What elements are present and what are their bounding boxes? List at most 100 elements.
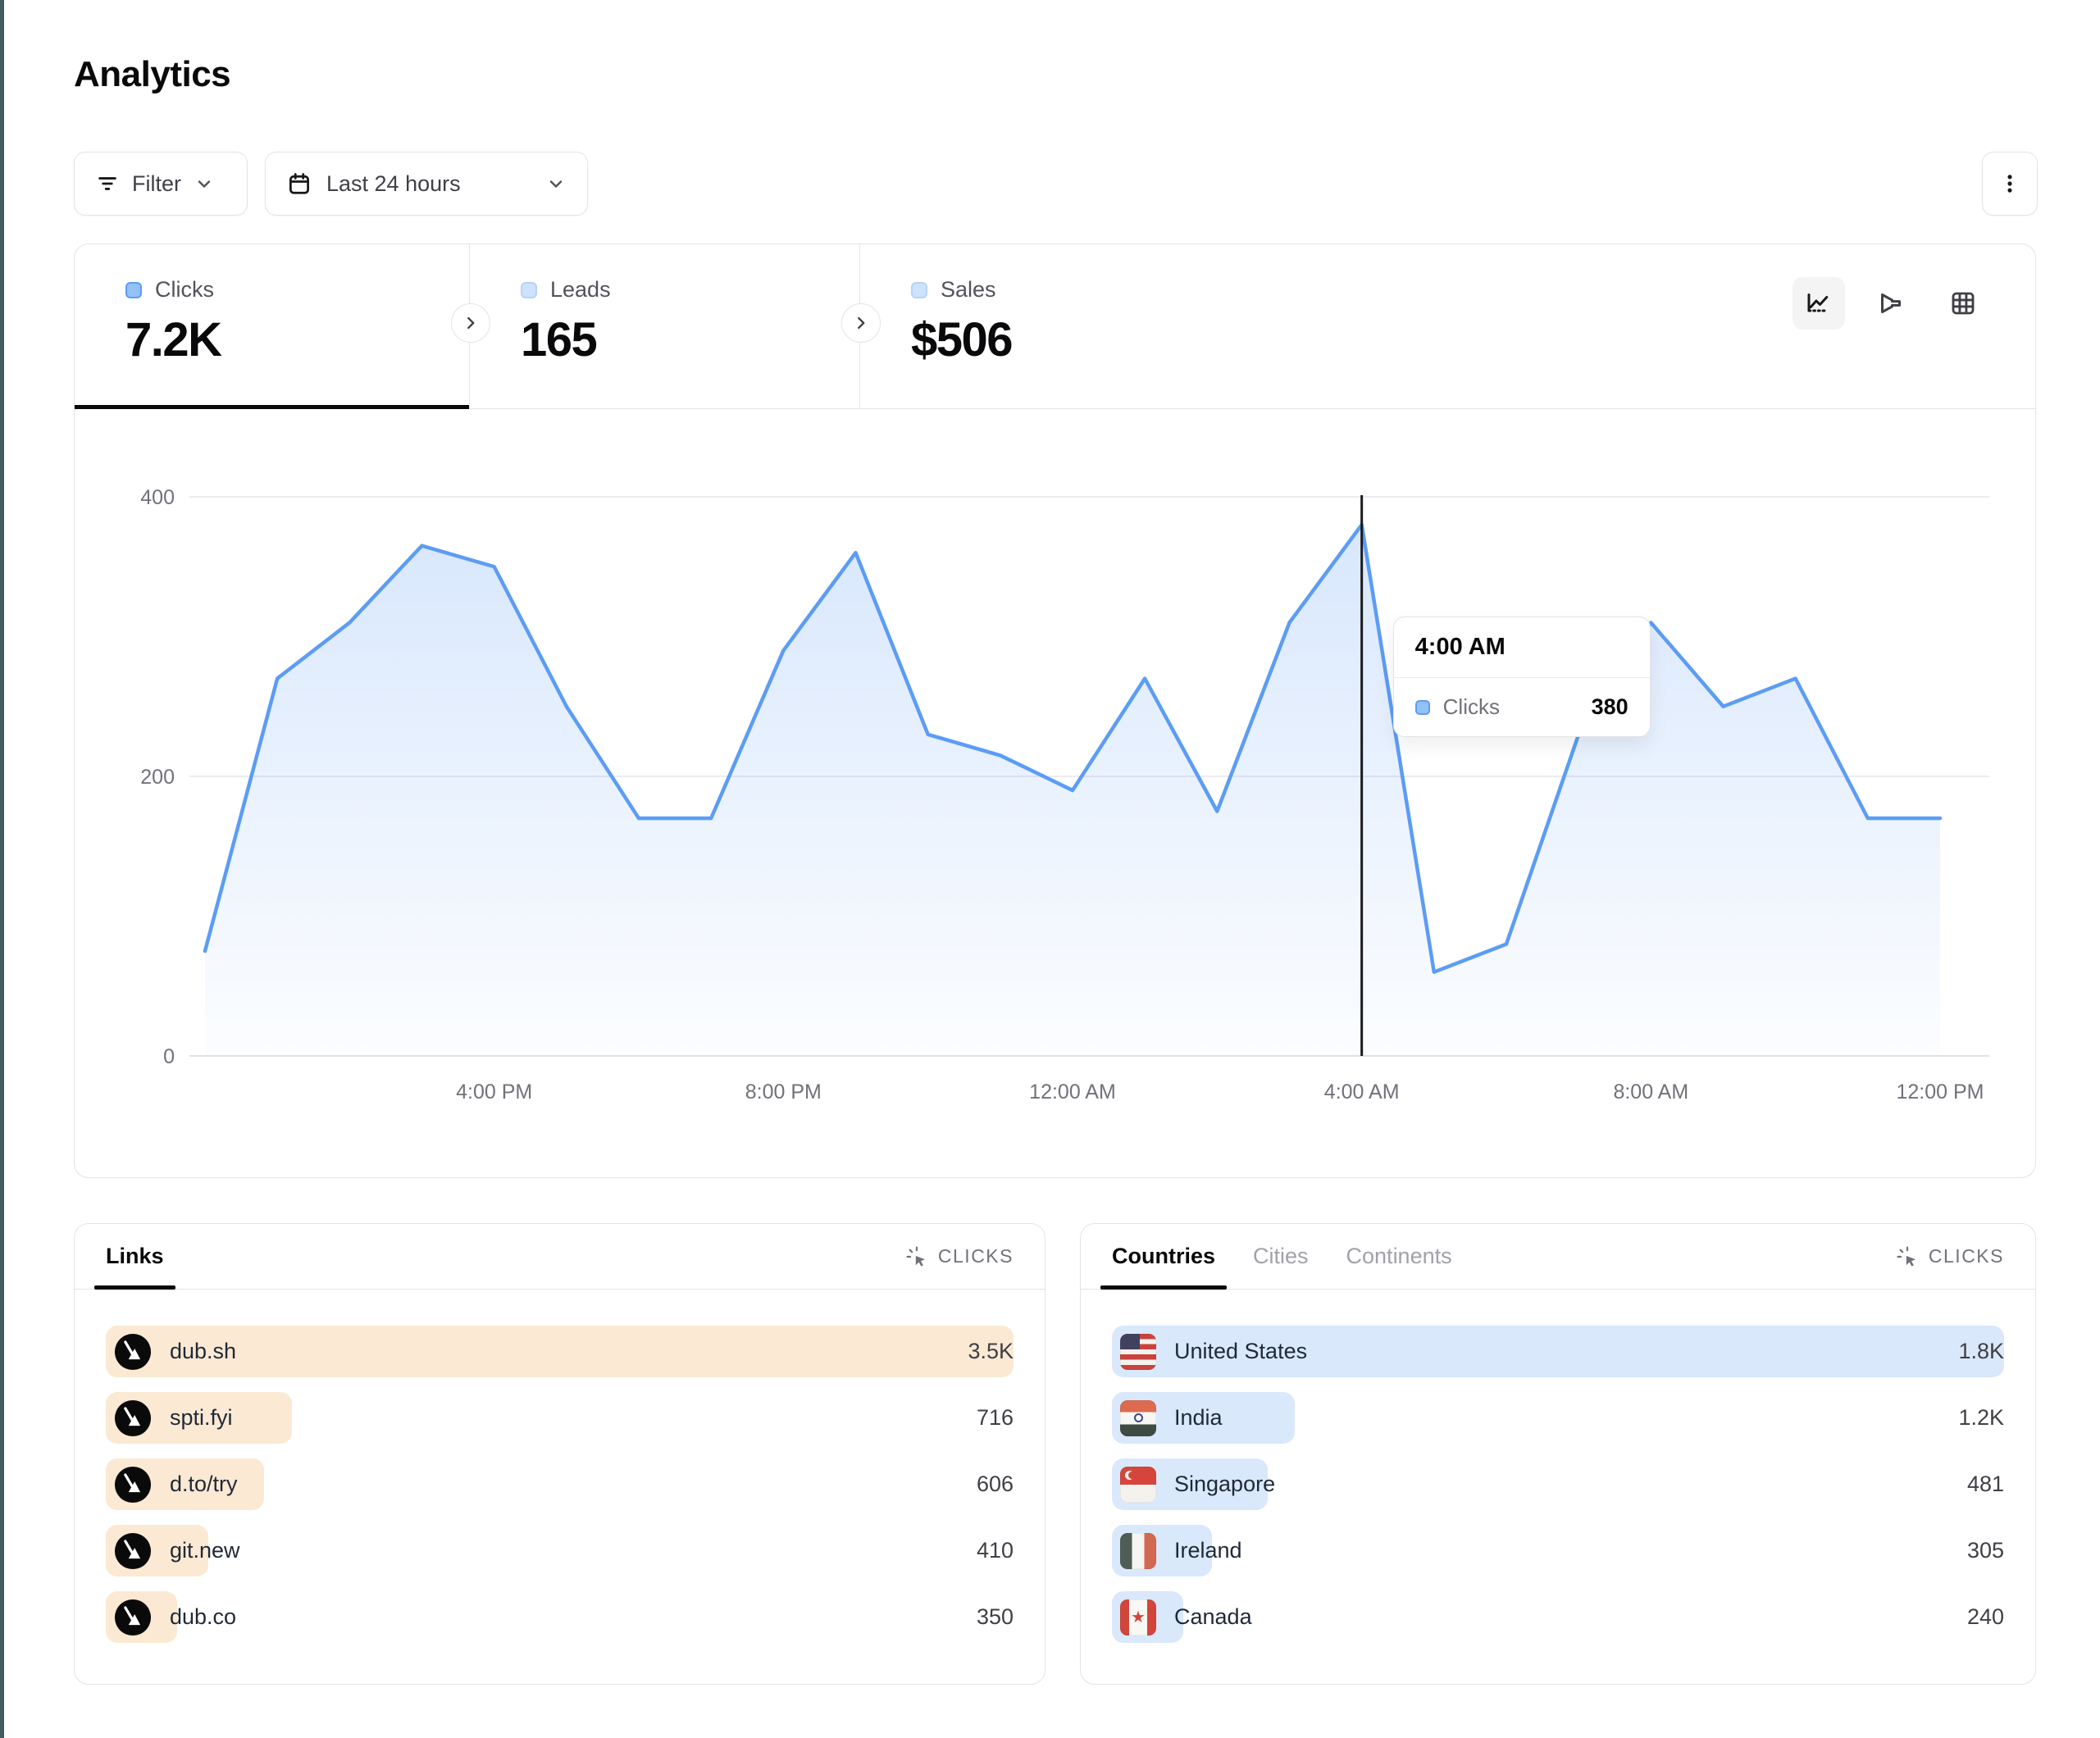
country-row-united-states[interactable]: United States 1.8K [1112, 1326, 2004, 1377]
row-label: India [1174, 1405, 1223, 1430]
grid-table-icon [1948, 289, 1978, 318]
link-row-spti-fyi[interactable]: spti.fyi 716 [106, 1392, 1014, 1444]
leads-legend-swatch [521, 281, 537, 298]
tooltip-time: 4:00 AM [1393, 617, 1650, 678]
tab-label: Countries [1112, 1244, 1216, 1268]
row-label: dub.co [170, 1604, 237, 1629]
stat-tab-leads[interactable]: Leads 165 [470, 244, 860, 408]
row-label: dub.sh [170, 1339, 237, 1363]
funnel-icon [1876, 289, 1906, 318]
link-row-dub-co[interactable]: dub.co 350 [106, 1591, 1014, 1643]
x-axis-tick-label: 8:00 AM [1613, 1081, 1688, 1103]
row-lead-icon [114, 1532, 152, 1570]
table-view-button[interactable] [1937, 277, 1989, 330]
tab-links[interactable]: Links [94, 1224, 175, 1290]
row-lead-icon [1120, 1333, 1156, 1370]
sales-legend-swatch [911, 281, 927, 298]
expand-leads-button[interactable] [841, 303, 881, 343]
tooltip-legend-swatch [1414, 699, 1430, 715]
row-lead-icon [114, 1466, 152, 1504]
tooltip-series-label: Clicks [1442, 694, 1500, 719]
stat-tab-clicks[interactable]: Clicks 7.2K [75, 244, 470, 409]
cursor-rays-icon [905, 1245, 928, 1268]
row-label: git.new [170, 1538, 240, 1563]
row-value: 481 [1966, 1472, 2004, 1496]
funnel-view-button[interactable] [1865, 277, 1917, 330]
metric-label: CLICKS [937, 1245, 1014, 1267]
y-axis-tick-label: 400 [140, 486, 175, 509]
row-label: d.to/try [170, 1472, 238, 1496]
link-row-git-new[interactable]: git.new 410 [106, 1525, 1014, 1576]
country-row-india[interactable]: India 1.2K [1112, 1392, 2004, 1444]
tab-label: Cities [1253, 1244, 1309, 1268]
countries-list: United States 1.8K India 1.2K Singapore 481 Ir… [1081, 1290, 2035, 1643]
clicks-time-series-chart[interactable]: 0 200 400 4:00 PM 8:00 PM 12:00 AM 4:00 AM 8:00… [75, 408, 2037, 1177]
countries-metric-selector[interactable]: CLICKS [1896, 1245, 2004, 1268]
x-axis-tick-label: 4:00 PM [456, 1081, 532, 1103]
dub-logo-icon [114, 1399, 152, 1437]
row-value: 410 [976, 1538, 1014, 1563]
row-label: Canada [1174, 1604, 1252, 1629]
row-label: United States [1174, 1339, 1308, 1363]
row-value: 350 [976, 1604, 1014, 1629]
tab-continents[interactable]: Continents [1346, 1224, 1452, 1289]
row-lead-icon [114, 1333, 152, 1371]
row-value: 716 [976, 1405, 1014, 1430]
dub-logo-icon [114, 1466, 152, 1504]
chevron-down-icon [546, 174, 566, 193]
country-row-canada[interactable]: Canada 240 [1112, 1591, 2004, 1643]
row-value: 1.2K [1958, 1405, 2004, 1430]
row-lead-icon [1120, 1532, 1156, 1569]
countries-panel: Countries Cities Continents CLICKS Unite… [1080, 1223, 2036, 1685]
tab-cities[interactable]: Cities [1253, 1224, 1309, 1289]
page-title: Analytics [74, 54, 231, 94]
row-lead-icon [1120, 1599, 1156, 1636]
expand-clicks-button[interactable] [451, 303, 490, 343]
link-row-d-to-try[interactable]: d.to/try 606 [106, 1458, 1014, 1510]
chevron-down-icon [194, 174, 214, 193]
stat-value: $506 [911, 313, 1014, 366]
row-lead-icon [114, 1399, 152, 1437]
row-label: spti.fyi [170, 1405, 233, 1430]
links-metric-selector[interactable]: CLICKS [905, 1245, 1014, 1268]
flag-in-icon [1120, 1399, 1156, 1436]
line-chart-view-button[interactable] [1793, 277, 1845, 330]
row-value: 305 [1966, 1538, 2004, 1563]
stat-value: 7.2K [125, 313, 222, 366]
row-lead-icon [1120, 1399, 1156, 1436]
stat-value: 165 [521, 313, 598, 366]
x-axis-tick-label: 12:00 AM [1029, 1081, 1116, 1103]
row-value: 3.5K [968, 1339, 1014, 1363]
row-value: 240 [1966, 1604, 2004, 1629]
chart-view-switcher [1793, 277, 1989, 330]
links-list: dub.sh 3.5K spti.fyi 716 d.to/try 606 git.new 4… [75, 1290, 1045, 1643]
flag-ca-icon [1120, 1599, 1156, 1636]
link-row-dub-sh[interactable]: dub.sh 3.5K [106, 1326, 1014, 1377]
x-axis-tick-label: 12:00 PM [1896, 1081, 1984, 1103]
filter-button[interactable]: Filter [74, 152, 248, 216]
flag-ie-icon [1120, 1532, 1156, 1569]
filter-icon [96, 172, 119, 195]
metric-label: CLICKS [1928, 1245, 2004, 1267]
row-value: 606 [976, 1472, 1014, 1496]
stat-label: Leads [550, 277, 611, 302]
tab-countries[interactable]: Countries [1100, 1224, 1228, 1290]
analytics-card: Clicks 7.2K Leads 165 Sales $506 [74, 243, 2036, 1178]
date-range-button[interactable]: Last 24 hours [265, 152, 588, 216]
value-bar [1112, 1326, 2004, 1377]
value-bar [106, 1326, 1014, 1377]
dub-logo-icon [114, 1333, 152, 1371]
country-row-singapore[interactable]: Singapore 481 [1112, 1458, 2004, 1510]
cursor-rays-icon [1896, 1245, 1919, 1268]
more-options-button[interactable] [1982, 152, 2038, 216]
tab-label: Continents [1346, 1244, 1452, 1268]
row-value: 1.8K [1958, 1339, 2004, 1363]
y-axis-tick-label: 0 [163, 1045, 175, 1068]
stat-tab-sales[interactable]: Sales $506 [860, 244, 2035, 408]
chart-canvas: 0 200 400 4:00 PM 8:00 PM 12:00 AM 4:00 AM 8:00… [140, 486, 1989, 1103]
country-row-ireland[interactable]: Ireland 305 [1112, 1525, 2004, 1576]
dub-logo-icon [114, 1532, 152, 1570]
x-axis-tick-label: 8:00 PM [745, 1081, 822, 1103]
flag-sg-icon [1120, 1466, 1156, 1503]
stat-label: Sales [941, 277, 996, 302]
